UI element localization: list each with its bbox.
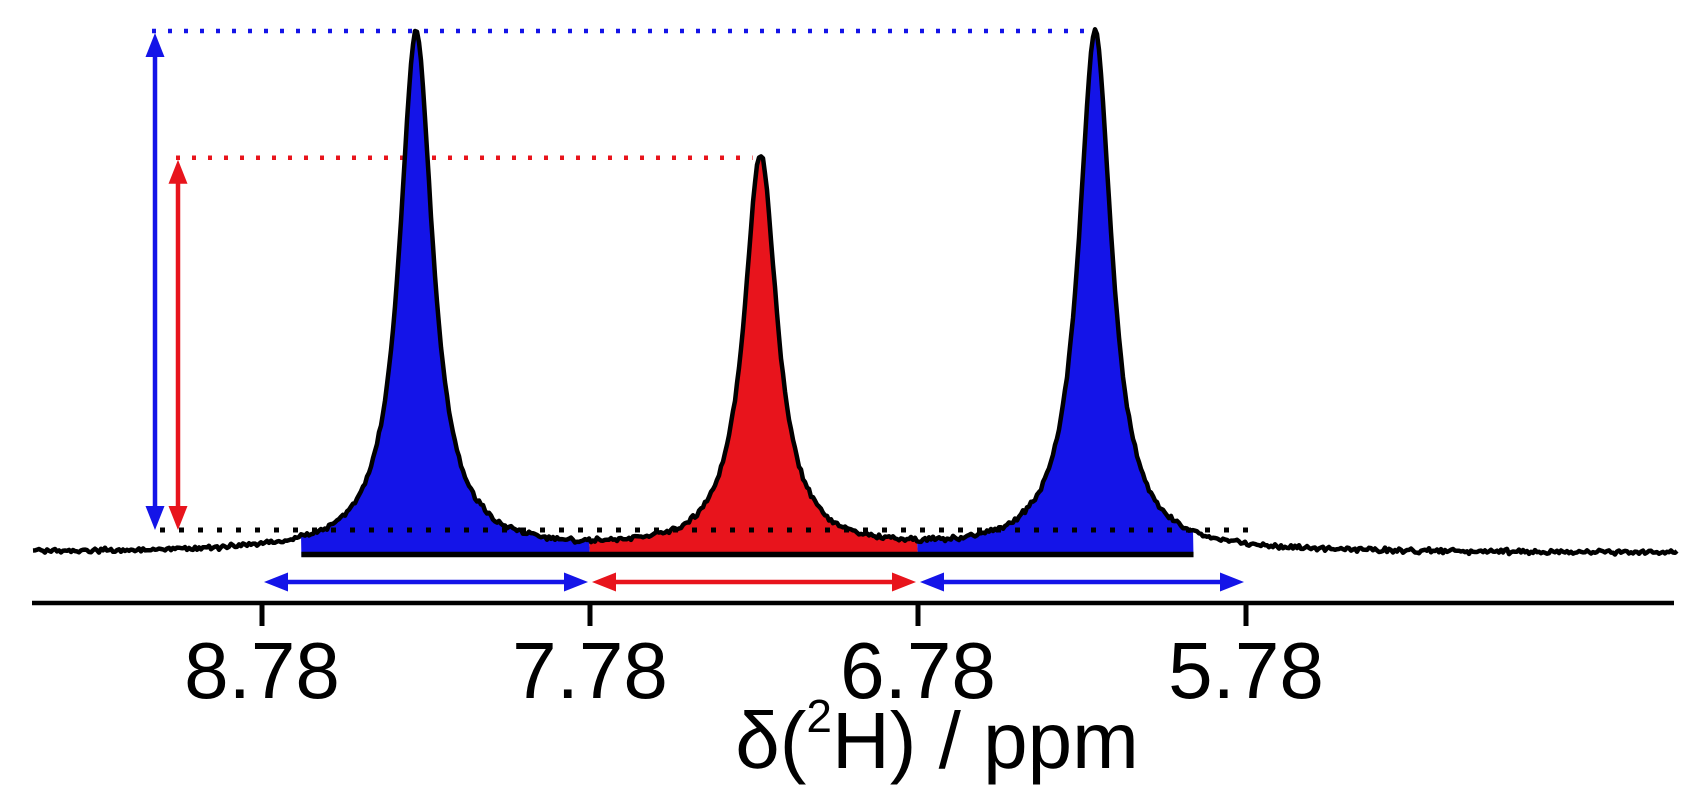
peak-fill-1-red: [589, 156, 918, 557]
red-peak-height-arrow-head: [168, 506, 188, 530]
span-arrow-1-red: [592, 572, 916, 592]
peak-fill-regions: [301, 29, 1194, 558]
x-axis-title-prefix: δ(: [735, 696, 807, 785]
red-peak-height-arrow-head: [168, 159, 188, 184]
span-arrow-0-blue-head: [564, 572, 588, 592]
span-arrow-1-red-head: [892, 572, 916, 592]
blue-peak-height-arrow-head: [145, 506, 165, 530]
x-axis-tick-label-6.78: 6.78: [840, 626, 996, 715]
x-axis-tick-label-7.78: 7.78: [512, 626, 668, 715]
annotation-arrows: [145, 33, 1244, 592]
span-arrow-2-blue: [920, 572, 1244, 592]
x-axis-title-suffix: H) / ppm: [832, 696, 1139, 785]
red-peak-height-arrow: [168, 159, 188, 530]
blue-peak-height-arrow: [145, 33, 165, 530]
x-axis-tick-label-8.78: 8.78: [184, 626, 340, 715]
span-arrow-2-blue-head: [920, 572, 944, 592]
blue-peak-height-arrow-head: [145, 33, 165, 57]
spectrum-trace: [32, 27, 1679, 557]
peak-top-dotted-guides: [152, 28, 1095, 161]
span-arrow-1-red-head: [592, 572, 616, 592]
x-axis: 8.78 7.78 6.78 5.78: [32, 600, 1674, 715]
x-axis-title-superscript: 2: [806, 690, 832, 742]
span-arrow-0-blue: [264, 572, 588, 592]
span-arrow-0-blue-head: [264, 572, 288, 592]
x-axis-tick-label-5.78: 5.78: [1168, 626, 1324, 715]
peak-fill-0-blue: [301, 31, 590, 557]
peak-fill-2-blue: [917, 29, 1194, 558]
spectrum-trace-line: [32, 27, 1679, 557]
x-axis-title: δ(2H) / ppm: [735, 690, 1138, 785]
span-arrow-2-blue-head: [1220, 572, 1244, 592]
